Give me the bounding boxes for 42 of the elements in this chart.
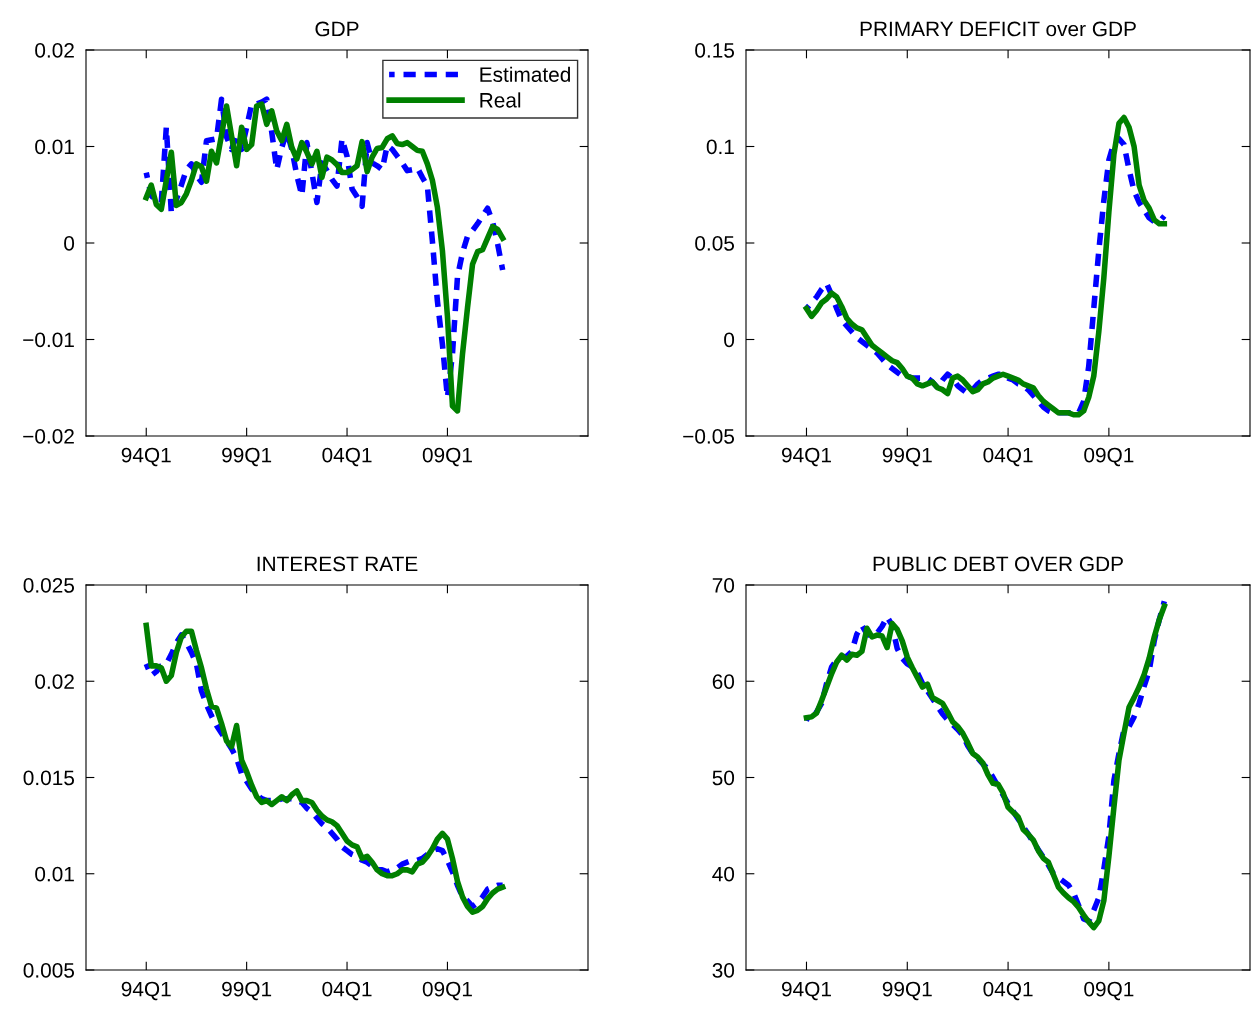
y-tick-label: −0.05 — [683, 429, 735, 444]
x-tick-label: 99Q1 — [222, 981, 272, 1001]
y-tick-label: 30 — [712, 963, 735, 978]
y-tick-label: 0.005 — [23, 963, 75, 978]
y-tick-label: 0.1 — [706, 139, 734, 155]
x-tick-label: 09Q1 — [422, 981, 472, 1001]
x-tick-label: 99Q1 — [882, 981, 932, 1001]
x-tick-label: 09Q1 — [422, 447, 472, 467]
y-tick-label: 0 — [64, 236, 75, 251]
chart-title: GDP — [315, 21, 359, 37]
chart-title: PRIMARY DEFICIT over GDP — [860, 21, 1136, 37]
chart-title: INTEREST RATE — [257, 556, 418, 572]
y-tick-label: 0.025 — [23, 578, 75, 593]
y-tick-label: 50 — [712, 770, 735, 786]
x-tick-label: 09Q1 — [1084, 447, 1134, 467]
y-tick-label: −0.02 — [23, 429, 74, 444]
x-tick-label: 04Q1 — [983, 981, 1033, 1001]
x-tick-label: 94Q1 — [781, 981, 831, 1001]
y-tick-label: 0.15 — [695, 43, 735, 58]
y-tick-label: 0.015 — [23, 770, 75, 786]
chart-title: PUBLIC DEBT OVER GDP — [873, 556, 1123, 572]
legend-label: Estimated — [480, 66, 570, 82]
y-tick-label: 0 — [724, 332, 735, 348]
y-tick-label: 40 — [712, 866, 735, 882]
legend-label: Real — [480, 92, 521, 108]
x-tick-label: 04Q1 — [322, 447, 372, 467]
x-tick-label: 09Q1 — [1084, 981, 1134, 1001]
y-tick-label: 0.01 — [35, 866, 74, 882]
y-tick-label: 70 — [712, 578, 735, 593]
y-tick-label: 0.05 — [695, 236, 735, 251]
y-tick-label: 0.02 — [35, 674, 74, 689]
y-tick-label: 0.01 — [35, 139, 74, 155]
y-tick-label: −0.01 — [23, 332, 74, 348]
x-tick-label: 99Q1 — [222, 447, 272, 467]
y-tick-label: 60 — [712, 674, 735, 689]
x-tick-label: 04Q1 — [322, 981, 372, 1001]
x-tick-label: 94Q1 — [781, 447, 831, 467]
x-tick-label: 94Q1 — [121, 447, 171, 467]
y-tick-label: 0.02 — [35, 43, 74, 58]
x-tick-label: 04Q1 — [983, 447, 1033, 467]
x-tick-label: 99Q1 — [882, 447, 932, 467]
x-tick-label: 94Q1 — [121, 981, 171, 1001]
